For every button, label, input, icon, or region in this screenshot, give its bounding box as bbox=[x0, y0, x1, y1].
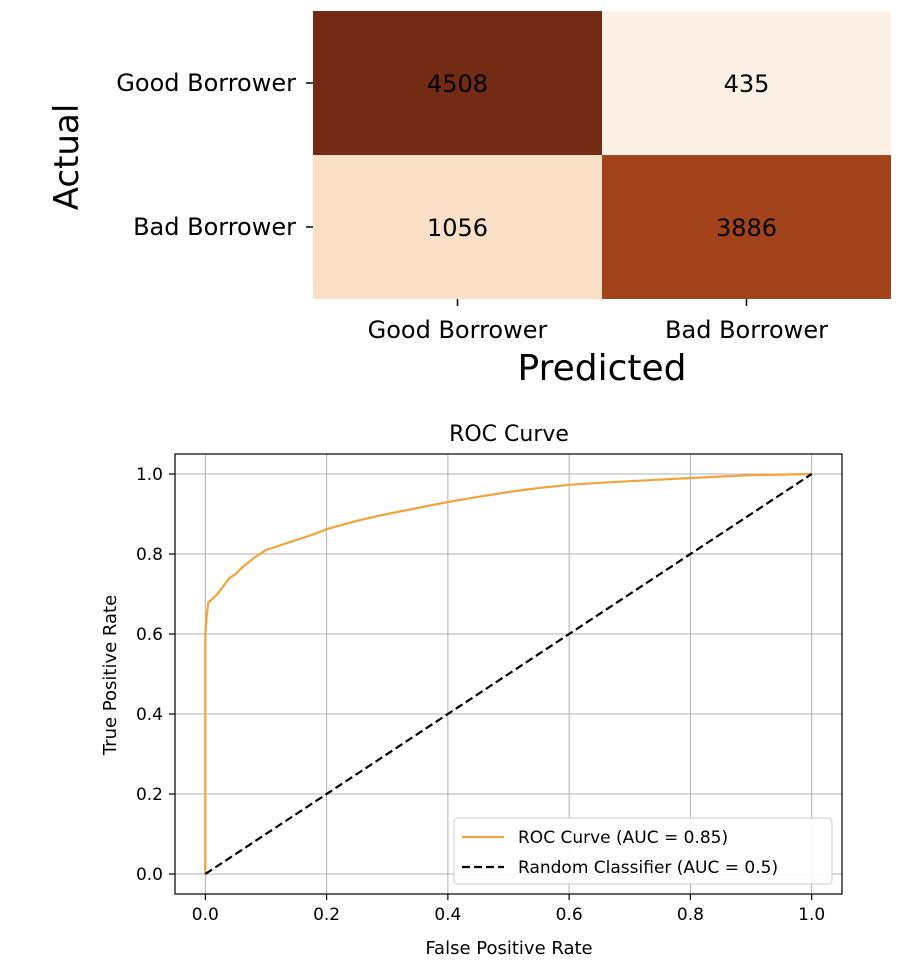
cm-xtick-label-0: Good Borrower bbox=[368, 316, 548, 344]
roc-ytick-label-0: 0.0 bbox=[136, 865, 163, 885]
roc-series-1 bbox=[204, 473, 813, 875]
roc-ytick-label-4: 0.8 bbox=[136, 545, 163, 565]
cm-cell-1-0 bbox=[313, 155, 602, 299]
roc-legend-label-1: Random Classifier (AUC = 0.5) bbox=[518, 858, 778, 878]
roc-xtick-label-4: 0.8 bbox=[677, 905, 704, 925]
cm-cell-label-0-0: 4508 bbox=[427, 70, 488, 98]
roc-ytick-label-5: 1.0 bbox=[136, 465, 163, 485]
cm-ytick-label-0: Good Borrower bbox=[116, 69, 296, 97]
confusion-matrix-xlabel: Predicted bbox=[518, 348, 687, 389]
cm-cell-label-1-0: 1056 bbox=[427, 214, 488, 242]
cm-cell-0-0 bbox=[313, 11, 602, 155]
roc-xtick-label-5: 1.0 bbox=[798, 905, 825, 925]
cm-cell-0-1 bbox=[602, 11, 891, 155]
roc-plot: 0.0 0.2 0.4 0.6 0.8 1.0 0.0 0.2 0.4 0.6 0.8 1.0 ROC … bbox=[136, 453, 843, 925]
roc-xtick-label-2: 0.4 bbox=[434, 905, 461, 925]
roc-ytick-label-1: 0.2 bbox=[136, 785, 163, 805]
confusion-matrix-ylabel: Actual bbox=[47, 104, 87, 211]
cm-xtick-label-1: Bad Borrower bbox=[665, 316, 828, 344]
cm-ytick-label-1: Bad Borrower bbox=[133, 213, 296, 241]
confusion-matrix: 4508 435 1056 3886 Good Borrower Bad Borrower… bbox=[116, 11, 891, 344]
cm-cell-label-1-1: 3886 bbox=[716, 214, 777, 242]
roc-xtick-label-1: 0.2 bbox=[313, 905, 340, 925]
roc-legend-label-0: ROC Curve (AUC = 0.85) bbox=[518, 828, 728, 848]
roc-xtick-label-3: 0.6 bbox=[556, 905, 583, 925]
roc-frame bbox=[174, 453, 843, 895]
roc-ytick-label-2: 0.4 bbox=[136, 705, 163, 725]
roc-xtick-label-0: 0.0 bbox=[192, 905, 219, 925]
roc-ylabel: True Positive Rate bbox=[100, 595, 121, 756]
roc-title: ROC Curve bbox=[449, 422, 569, 447]
roc-series-0 bbox=[204, 472, 812, 874]
roc-legend bbox=[453, 817, 833, 885]
roc-ytick-label-3: 0.6 bbox=[136, 625, 163, 645]
cm-cell-label-0-1: 435 bbox=[724, 70, 770, 98]
cm-cell-1-1 bbox=[602, 155, 891, 299]
roc-xlabel: False Positive Rate bbox=[425, 938, 592, 959]
